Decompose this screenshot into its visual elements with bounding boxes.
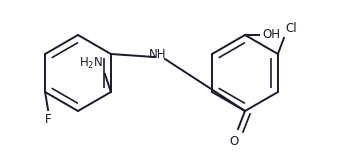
Text: OH: OH [262,29,280,42]
Text: O: O [230,135,239,148]
Text: F: F [45,113,51,126]
Text: NH: NH [149,49,167,62]
Text: H$_2$N: H$_2$N [79,56,103,71]
Text: Cl: Cl [285,22,296,35]
